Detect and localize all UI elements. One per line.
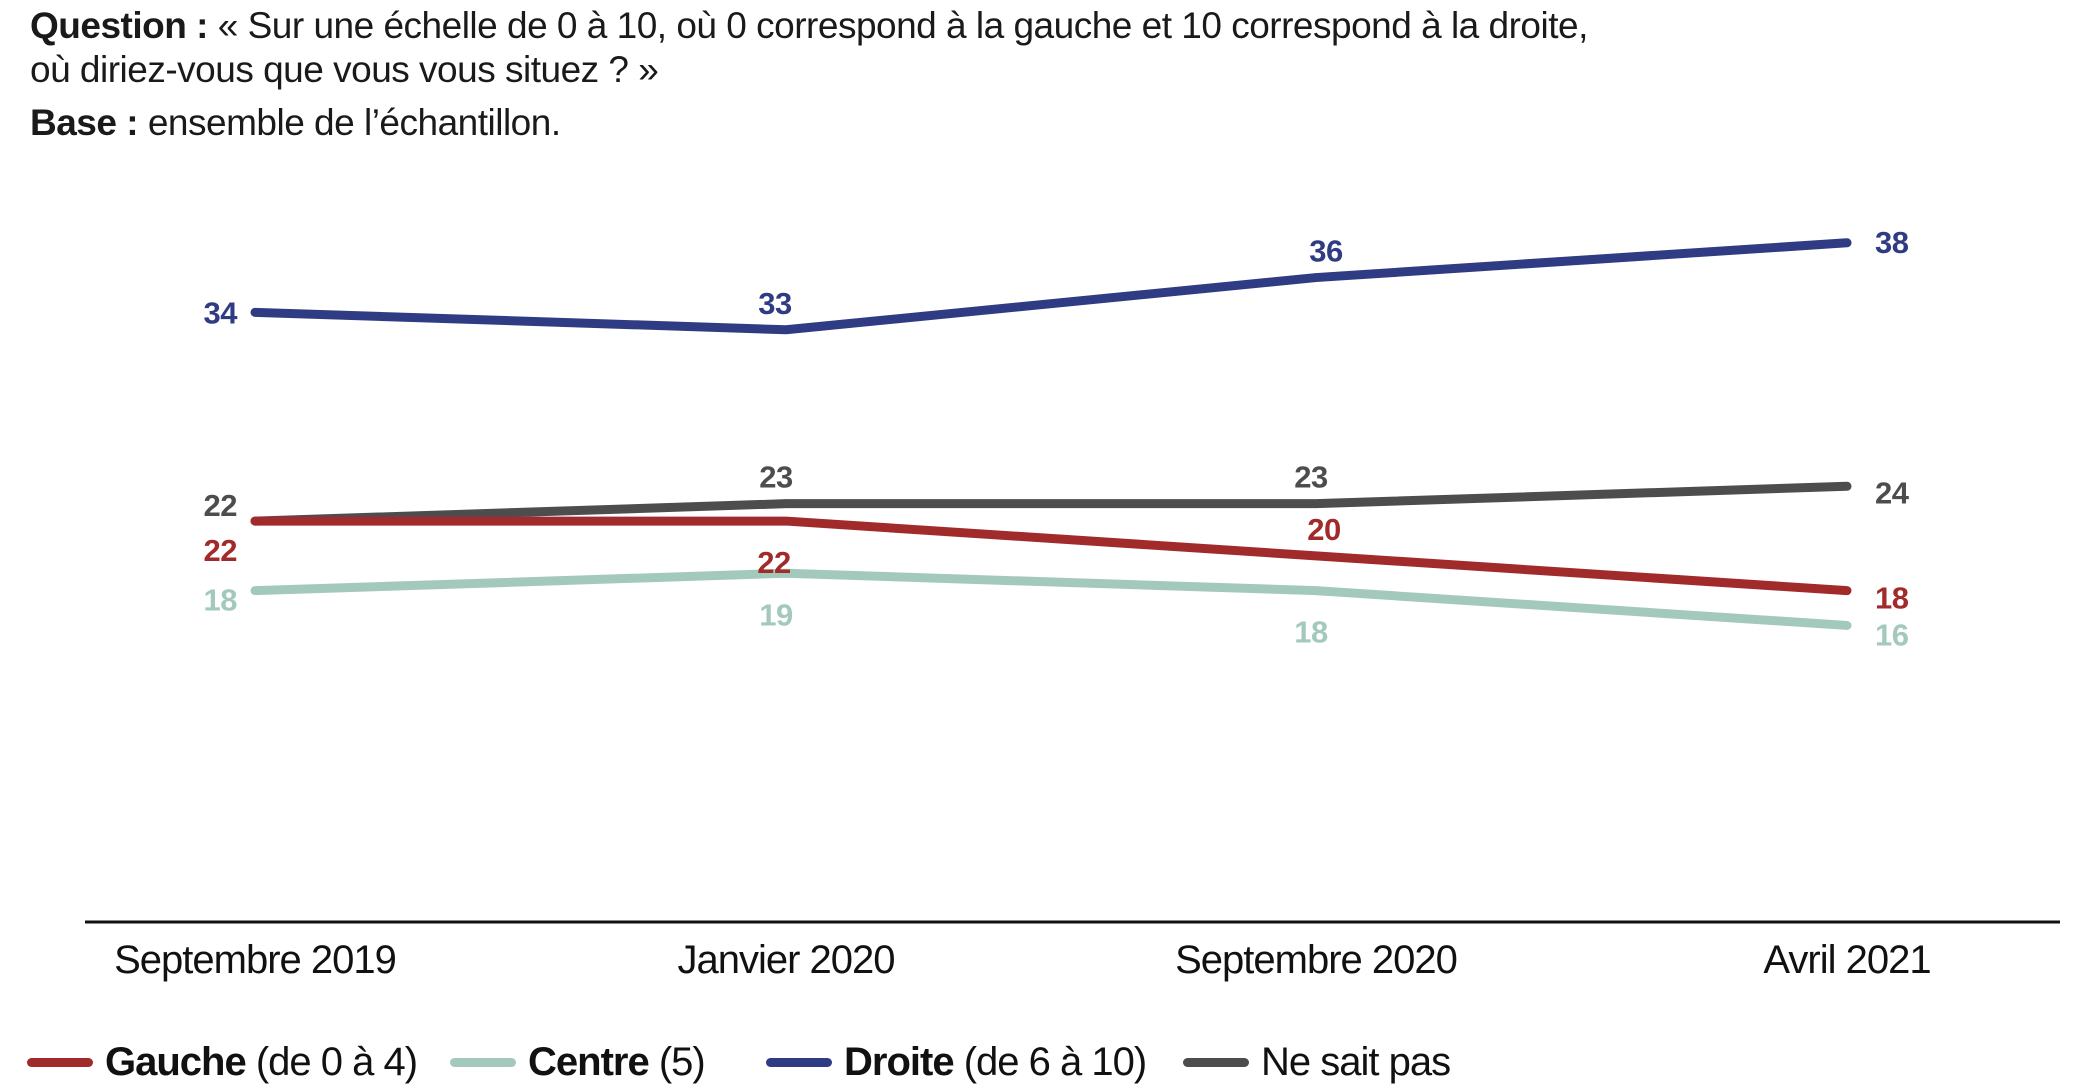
legend-series-suffix: (5) <box>648 1039 706 1084</box>
data-label-droite-1: 33 <box>758 286 792 321</box>
series-line-droite <box>250 238 1852 335</box>
legend-series-suffix: (de 0 à 4) <box>245 1039 418 1084</box>
legend-series-name: Centre <box>528 1039 650 1084</box>
question-line: Question : « Sur une échelle de 0 à 10, … <box>30 5 1588 46</box>
legend-label: Ne sait pas <box>1261 1039 1451 1085</box>
question-text: « Sur une échelle de 0 à 10, où 0 corres… <box>207 5 1589 46</box>
data-label-droite-3: 38 <box>1875 225 1909 260</box>
data-label-ne-sait-pas-3: 24 <box>1875 475 1910 510</box>
legend-item-ne-sait-pas: Ne sait pas <box>1183 1039 1451 1085</box>
legend-item-gauche: Gauche (de 0 à 4) <box>27 1039 418 1085</box>
legend-series-name: Ne sait pas <box>1261 1039 1451 1084</box>
legend-series-suffix: (de 6 à 10) <box>953 1039 1147 1084</box>
base-text: ensemble de l’échantillon. <box>138 102 561 143</box>
data-label-gauche-1: 22 <box>757 545 790 580</box>
legend-item-centre: Centre (5) <box>450 1039 706 1085</box>
x-axis-label-3: Avril 2021 <box>1763 938 1931 982</box>
data-label-ne-sait-pas-2: 23 <box>1294 460 1328 495</box>
data-label-centre-3: 16 <box>1875 617 1909 652</box>
series-line-ne-sait-pas <box>250 481 1852 526</box>
data-label-ne-sait-pas-1: 23 <box>759 460 793 495</box>
series-line-centre <box>250 568 1852 630</box>
x-axis-label-1: Janvier 2020 <box>677 938 895 982</box>
base-line: Base : ensemble de l’échantillon. <box>30 101 1588 145</box>
data-label-centre-1: 19 <box>759 597 793 632</box>
data-label-droite-0: 34 <box>204 295 239 330</box>
x-axis-label-0: Septembre 2019 <box>114 938 397 982</box>
legend-swatch-ne-sait-pas <box>1183 1057 1249 1067</box>
data-label-centre-2: 18 <box>1294 615 1328 650</box>
legend-swatch-droite <box>766 1057 832 1067</box>
legend-series-name: Gauche <box>105 1039 247 1084</box>
legend-label: Droite (de 6 à 10) <box>844 1039 1147 1085</box>
legend-label: Gauche (de 0 à 4) <box>105 1039 418 1085</box>
data-label-droite-2: 36 <box>1309 234 1343 269</box>
legend-label: Centre (5) <box>528 1039 706 1085</box>
legend-item-droite: Droite (de 6 à 10) <box>766 1039 1147 1085</box>
legend-series-name: Droite <box>844 1039 955 1084</box>
data-label-ne-sait-pas-0: 22 <box>204 488 237 523</box>
data-label-gauche-3: 18 <box>1875 581 1909 616</box>
x-axis-label-2: Septembre 2020 <box>1175 938 1458 982</box>
chart-header: Question : « Sur une échelle de 0 à 10, … <box>30 4 1588 145</box>
base-label: Base : <box>30 102 139 143</box>
legend-swatch-gauche <box>27 1057 93 1067</box>
data-label-centre-0: 18 <box>204 583 238 618</box>
data-label-gauche-0: 22 <box>204 533 237 568</box>
legend-swatch-centre <box>450 1057 516 1067</box>
question-line-2: où diriez-vous que vous vous situez ? » <box>30 49 659 90</box>
question-label: Question : <box>30 5 208 46</box>
series-line-gauche <box>250 516 1852 596</box>
data-label-gauche-2: 20 <box>1307 512 1340 547</box>
